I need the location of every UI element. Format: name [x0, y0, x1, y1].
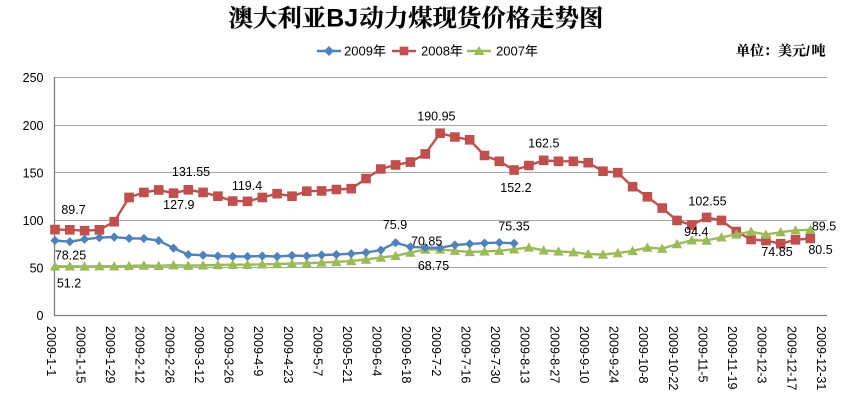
svg-text:2009-6-4: 2009-6-4: [370, 326, 384, 376]
svg-text:2009: 2009: [344, 44, 373, 59]
svg-text:2009-1-15: 2009-1-15: [73, 326, 87, 383]
svg-text:190.95: 190.95: [417, 110, 455, 124]
svg-text:2009-7-16: 2009-7-16: [459, 326, 473, 383]
svg-text:2009-3-12: 2009-3-12: [192, 326, 206, 383]
svg-text:2009-2-26: 2009-2-26: [162, 326, 176, 383]
svg-text:75.35: 75.35: [498, 219, 529, 233]
svg-text:2009-8-27: 2009-8-27: [547, 326, 561, 383]
svg-text:2009-3-26: 2009-3-26: [222, 326, 236, 383]
svg-text:2009-4-23: 2009-4-23: [281, 326, 295, 383]
svg-text:2009-8-13: 2009-8-13: [518, 326, 532, 383]
svg-text:68.75: 68.75: [418, 259, 449, 273]
svg-text:75.9: 75.9: [383, 218, 407, 232]
svg-text:102.55: 102.55: [688, 195, 726, 209]
svg-text:78.25: 78.25: [55, 248, 86, 262]
svg-text:2009-12-31: 2009-12-31: [814, 326, 828, 390]
svg-text:150: 150: [23, 166, 44, 180]
svg-text:2009-9-10: 2009-9-10: [577, 326, 591, 383]
svg-text:119.4: 119.4: [232, 179, 262, 193]
svg-text:/: /: [806, 43, 810, 59]
svg-text:BJ: BJ: [326, 5, 358, 33]
svg-text:2009-5-7: 2009-5-7: [310, 326, 324, 376]
svg-text:94.4: 94.4: [684, 225, 708, 239]
svg-text:100: 100: [23, 214, 44, 228]
svg-text:2009-5-21: 2009-5-21: [340, 326, 354, 383]
svg-text:200: 200: [23, 119, 44, 133]
svg-text:0: 0: [37, 309, 44, 323]
svg-text:2009-2-12: 2009-2-12: [133, 326, 147, 383]
svg-text:2009-11-5: 2009-11-5: [695, 326, 709, 382]
svg-text:2009-11-19: 2009-11-19: [725, 326, 739, 390]
svg-text:80.5: 80.5: [808, 243, 832, 257]
svg-text:2009-12-17: 2009-12-17: [784, 326, 798, 390]
svg-text:152.2: 152.2: [500, 181, 531, 195]
svg-text:74.85: 74.85: [761, 245, 792, 259]
svg-text:2009-10-22: 2009-10-22: [666, 326, 680, 390]
svg-text:2009-4-9: 2009-4-9: [251, 326, 265, 376]
svg-text:2009-1-1: 2009-1-1: [44, 326, 58, 376]
svg-text:70.85: 70.85: [411, 234, 442, 248]
svg-text:2007: 2007: [496, 44, 525, 59]
svg-text:2009-7-2: 2009-7-2: [429, 326, 443, 376]
svg-text:50: 50: [30, 262, 44, 276]
svg-text:2009-6-18: 2009-6-18: [399, 326, 413, 383]
svg-text:89.7: 89.7: [61, 203, 85, 217]
svg-text:89.5: 89.5: [812, 219, 836, 233]
svg-text:131.55: 131.55: [172, 165, 210, 179]
svg-text:2009-1-29: 2009-1-29: [103, 326, 117, 383]
svg-text:2008: 2008: [421, 44, 450, 59]
svg-text:127.9: 127.9: [163, 198, 194, 212]
svg-text:2009-9-24: 2009-9-24: [607, 326, 621, 383]
svg-text:250: 250: [23, 71, 44, 85]
svg-text:2009-12-3: 2009-12-3: [755, 326, 769, 383]
svg-text:2009-7-30: 2009-7-30: [488, 326, 502, 383]
svg-text:2009-10-8: 2009-10-8: [636, 326, 650, 383]
svg-text:51.2: 51.2: [57, 276, 81, 290]
svg-text:162.5: 162.5: [528, 137, 559, 151]
